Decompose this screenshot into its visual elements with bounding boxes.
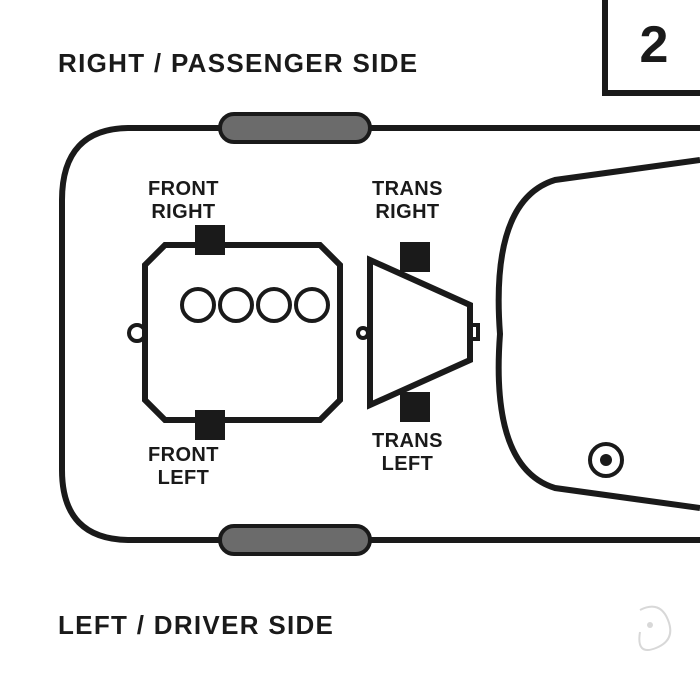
- windshield: [499, 160, 700, 508]
- transmission: [370, 260, 470, 405]
- label-trans-left: TRANS LEFT: [372, 430, 443, 476]
- label-front-left: FRONT LEFT: [148, 444, 219, 490]
- engine-block: [145, 245, 340, 420]
- transmission-output: [470, 325, 478, 339]
- watermark-dot: [647, 622, 653, 628]
- mirror-bottom: [220, 526, 370, 554]
- mount-trans-left: [400, 392, 430, 422]
- watermark-icon: [639, 607, 670, 650]
- transmission-input: [358, 328, 368, 338]
- label-front-right: FRONT RIGHT: [148, 178, 219, 224]
- vehicle-diagram: [0, 0, 700, 700]
- mount-trans-right: [400, 242, 430, 272]
- label-trans-right: TRANS RIGHT: [372, 178, 443, 224]
- door-handle-inner: [600, 454, 612, 466]
- mount-front-left: [195, 410, 225, 440]
- mount-front-right: [195, 225, 225, 255]
- mirror-top: [220, 114, 370, 142]
